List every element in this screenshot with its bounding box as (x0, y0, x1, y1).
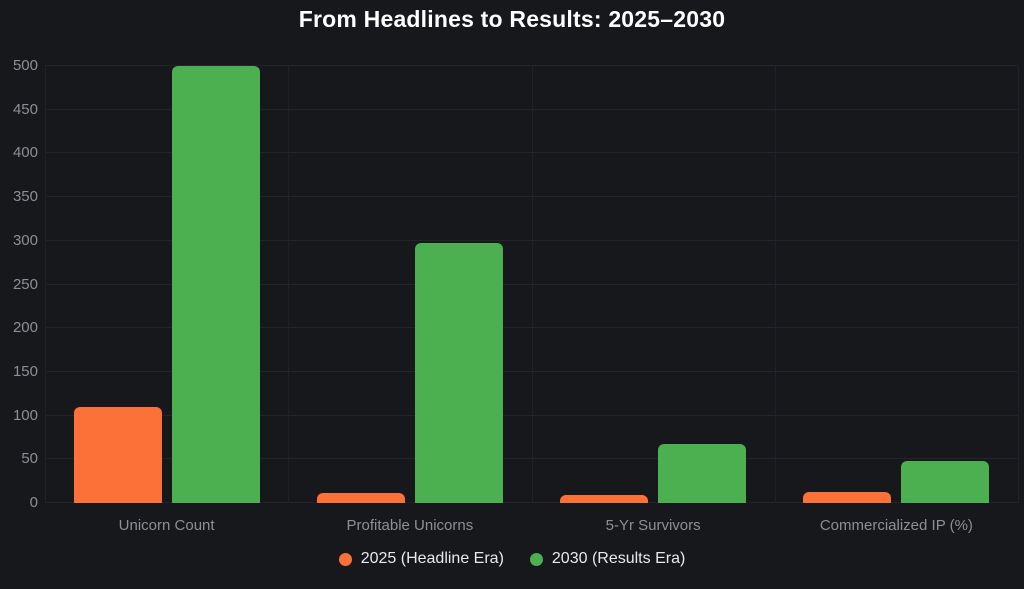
x-gridline (288, 66, 290, 503)
x-gridline (1018, 66, 1019, 503)
y-tick-label: 500 (12, 57, 38, 74)
y-tick-label: 150 (12, 362, 38, 380)
chart-title: From Headlines to Results: 2025–2030 (298, 6, 726, 32)
x-gridline (774, 66, 776, 503)
y-tick-label: 100 (12, 406, 38, 424)
bar-group-unicorn-count (45, 66, 288, 503)
x-axis-label-commercialized-ip: Commercialized IP (%) (819, 517, 973, 534)
x-gridline (45, 66, 46, 503)
bar-group-profitable-unicorns (288, 66, 531, 503)
chart-legend: 2025 (Headline Era) 2030 (Results Era) (0, 550, 1024, 568)
plot-area: 0 50 100 150 200 250 300 350 400 450 500 (13, 58, 1019, 510)
legend-item-2030[interactable]: 2030 (Results Era) (529, 550, 686, 568)
legend-label: 2025 (Headline Era) (360, 550, 504, 567)
y-tick-label: 300 (12, 231, 38, 249)
y-tick-label: 350 (12, 188, 38, 206)
y-tick-label: 200 (12, 319, 38, 337)
bar-2030-unicorn-count[interactable] (171, 66, 260, 503)
legend-dot-icon (338, 552, 352, 566)
x-gridline (531, 66, 533, 503)
bar-group-commercialized-ip (775, 66, 1018, 503)
bar-group-5-yr-survivors (532, 66, 775, 503)
y-tick-label: 400 (12, 144, 38, 162)
y-tick-label: 50 (21, 450, 38, 468)
y-tick-label: 450 (12, 100, 38, 118)
y-gridline (45, 65, 1018, 66)
legend-label: 2030 (Results Era) (551, 550, 686, 567)
bar-2025-5-yr-survivors[interactable] (560, 495, 649, 503)
y-tick-label: 0 (29, 494, 38, 511)
x-axis-label-profitable-unicorns: Profitable Unicorns (346, 517, 474, 534)
bar-groups (45, 66, 1018, 503)
bar-2030-5-yr-survivors[interactable] (658, 444, 747, 503)
bar-2030-commercialized-ip[interactable] (901, 461, 990, 503)
bar-2030-profitable-unicorns[interactable] (414, 243, 503, 503)
legend-dot-icon (529, 552, 543, 566)
bar-2025-unicorn-count[interactable] (73, 407, 162, 503)
x-axis-label-5-yr-survivors: 5-Yr Survivors (605, 517, 701, 534)
x-axis-labels: Unicorn Count Profitable Unicorns 5-Yr Sur… (45, 517, 1018, 534)
bar-2025-profitable-unicorns[interactable] (316, 493, 405, 503)
legend-item-2025[interactable]: 2025 (Headline Era) (338, 550, 504, 568)
bar-2025-commercialized-ip[interactable] (803, 492, 892, 503)
x-axis-label-unicorn-count: Unicorn Count (118, 517, 215, 534)
y-tick-label: 250 (12, 275, 38, 293)
